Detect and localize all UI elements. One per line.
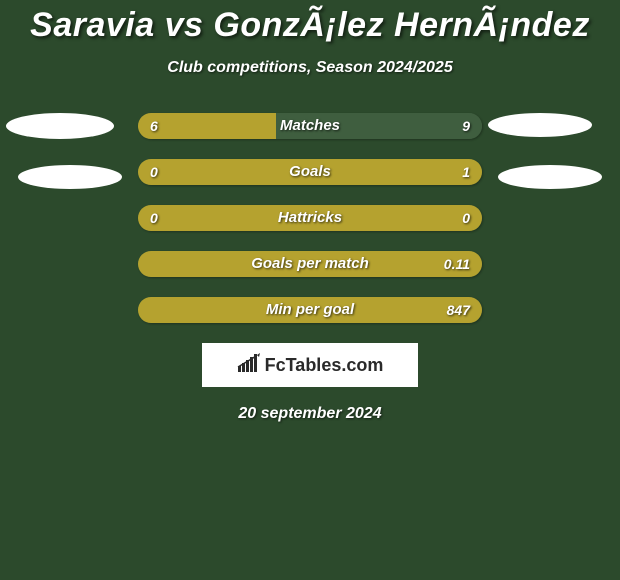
stat-value-left: 6 — [150, 113, 158, 139]
bar-chart-icon — [237, 353, 261, 378]
stat-label: Matches — [138, 113, 482, 139]
page-subtitle: Club competitions, Season 2024/2025 — [0, 59, 620, 77]
stat-row: Goals per match0.11 — [138, 251, 482, 277]
decorative-ellipse — [18, 165, 122, 189]
decorative-ellipse — [498, 165, 602, 189]
stat-row: Matches6 9 — [138, 113, 482, 139]
decorative-ellipse — [6, 113, 114, 139]
stat-row: Goals0 1 — [138, 159, 482, 185]
stat-label: Min per goal — [138, 297, 482, 323]
logo-text: FcTables.com — [265, 355, 384, 376]
stat-value-right: 0.11 — [444, 251, 470, 277]
stat-value-left: 0 — [150, 159, 158, 185]
stat-label: Hattricks — [138, 205, 482, 231]
stat-row: Hattricks0 0 — [138, 205, 482, 231]
stat-row: Min per goal847 — [138, 297, 482, 323]
date-caption: 20 september 2024 — [0, 405, 620, 423]
stat-label: Goals per match — [138, 251, 482, 277]
stat-value-right: 847 — [447, 297, 470, 323]
stat-value-left: 0 — [150, 205, 158, 231]
fctables-logo: FcTables.com — [237, 353, 384, 378]
stat-value-right: 1 — [462, 159, 470, 185]
stat-value-right: 0 — [462, 205, 470, 231]
page-title: Saravia vs GonzÃ¡lez HernÃ¡ndez — [0, 0, 620, 45]
logo-box: FcTables.com — [202, 343, 418, 387]
stat-label: Goals — [138, 159, 482, 185]
comparison-chart: Matches69Goals01Hattricks00Goals per mat… — [0, 113, 620, 323]
decorative-ellipse — [488, 113, 592, 137]
stat-value-right: 9 — [462, 113, 470, 139]
